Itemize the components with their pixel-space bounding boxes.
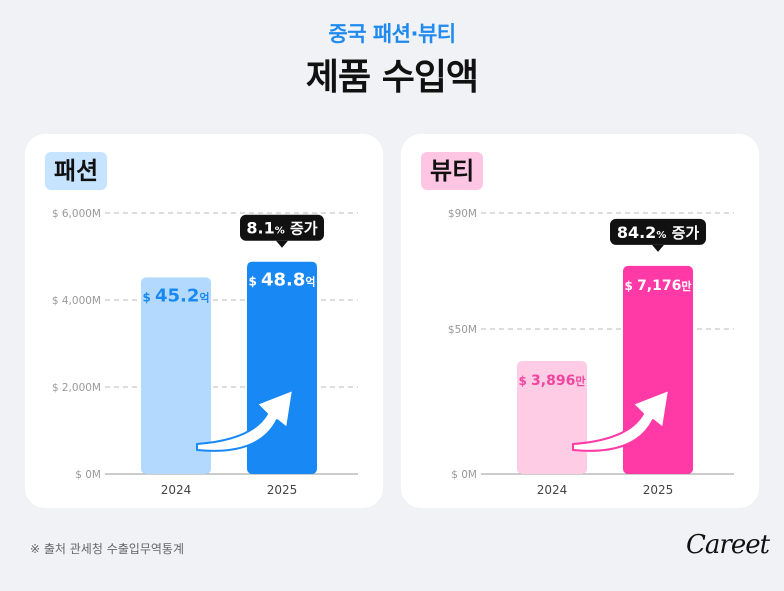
beauty-chart-card: 뷰티 $ 0M $50M $90M 2024 $ 3,896만 2025 $ 7,176만 8…: [401, 134, 759, 508]
page-subtitle: 중국 패션·뷰티: [328, 22, 456, 46]
beauty-bar-2025: [623, 265, 693, 474]
page-title: 제품 수입액: [305, 57, 479, 98]
fashion-callout-pointer: [276, 240, 288, 248]
beauty-bar-2024: [517, 361, 587, 474]
source-note: ※ 출처 관세청 수출입무역통계: [30, 542, 184, 556]
beauty-value-unit: 만: [575, 374, 585, 388]
fashion-callout-text: 8.1% 증가: [246, 219, 317, 238]
fashion-tick-label: $ 0M: [75, 469, 101, 481]
beauty-growth-arrow: [572, 389, 670, 452]
fashion-category-label: 2025: [267, 483, 298, 497]
fashion-tick-label: $ 4,000M: [52, 295, 101, 307]
beauty-callout-box: [610, 218, 706, 245]
fashion-value-number: 45.2: [155, 285, 199, 306]
fashion-callout-word: 증가: [285, 220, 318, 238]
fashion-bar-2025: [247, 261, 317, 474]
beauty-value-unit: 만: [681, 279, 691, 293]
fashion-callout-unit: %: [275, 226, 285, 237]
beauty-callout-unit: %: [656, 230, 666, 241]
fashion-value-prefix: $: [248, 275, 261, 289]
fashion-growth-arrow: [196, 389, 294, 452]
fashion-tick-label: $ 2,000M: [52, 382, 101, 394]
fashion-bar-2024: [141, 277, 211, 474]
beauty-callout-number: 84.2: [617, 223, 656, 242]
beauty-value-prefix: $: [625, 279, 638, 293]
fashion-tick-label: $ 6,000M: [52, 208, 101, 220]
fashion-value-unit: 억: [199, 291, 209, 304]
beauty-callout-pointer: [652, 244, 664, 252]
beauty-bar-value-label: $ 7,176만: [625, 278, 692, 294]
fashion-chart-card: 패션 $ 0M $ 2,000M $ 4,000M $ 6,000M 2024 $ 45.…: [25, 134, 383, 508]
beauty-bar-value-label: $ 3,896만: [519, 373, 586, 389]
fashion-value-prefix: $: [142, 290, 155, 304]
beauty-tick-label: $90M: [448, 208, 477, 220]
fashion-bar-value-label: $ 48.8억: [248, 270, 315, 291]
beauty-value-number: 7,176: [637, 278, 681, 294]
beauty-callout-word: 증가: [666, 224, 699, 242]
fashion-value-number: 48.8: [261, 270, 305, 291]
beauty-value-number: 3,896: [531, 373, 575, 389]
beauty-value-prefix: $: [519, 374, 532, 388]
beauty-tick-label: $ 0M: [451, 469, 477, 481]
beauty-callout-text: 84.2% 증가: [617, 223, 700, 242]
beauty-panel-label: 뷰티: [421, 152, 484, 190]
beauty-category-label: 2025: [643, 483, 674, 497]
careet-logo: Careet: [686, 530, 770, 560]
beauty-category-label: 2024: [537, 483, 568, 497]
beauty-tick-label: $50M: [448, 324, 477, 336]
fashion-callout-box: [240, 214, 324, 241]
fashion-category-label: 2024: [161, 483, 192, 497]
fashion-panel-label: 패션: [45, 152, 108, 190]
fashion-value-unit: 억: [305, 276, 315, 289]
fashion-callout-number: 8.1: [246, 219, 274, 238]
fashion-bar-value-label: $ 45.2억: [142, 285, 209, 306]
